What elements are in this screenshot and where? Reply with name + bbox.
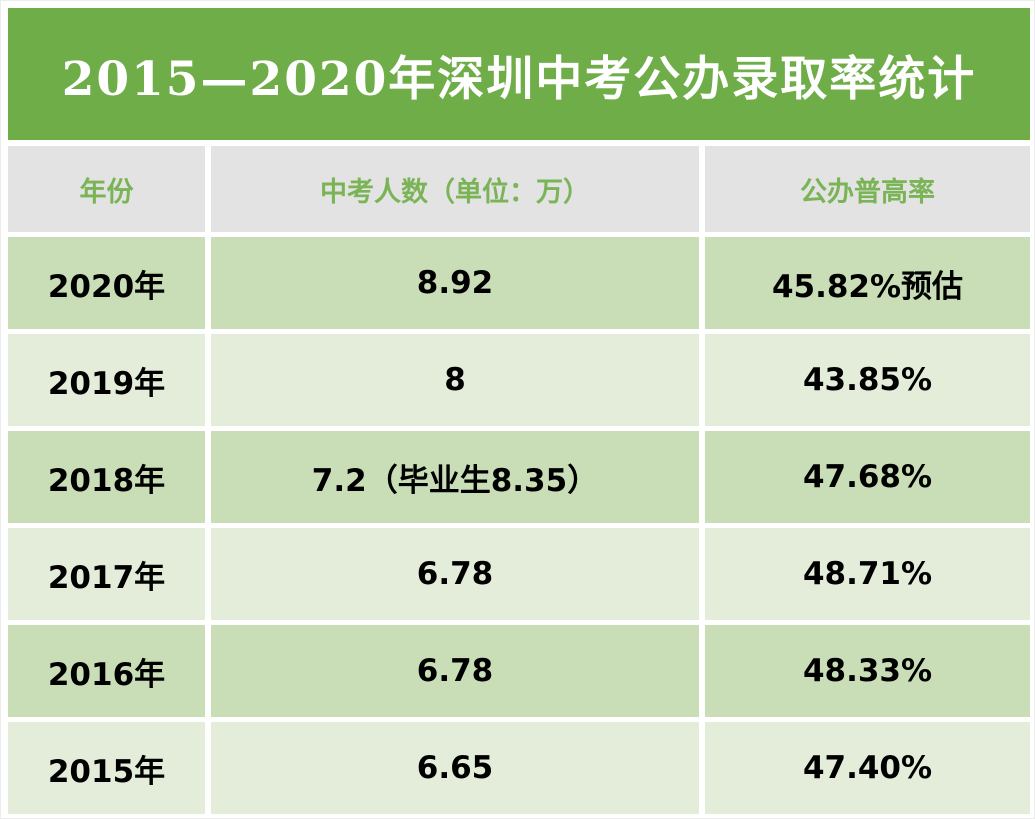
year-cell: 2016年 — [8, 625, 205, 717]
year-cell: 2015年 — [8, 722, 205, 814]
column-header-rate: 公办普高率 — [705, 146, 1030, 232]
rate-cell: 47.40% — [705, 722, 1030, 814]
data-table: 年份 中考人数（单位：万） 公办普高率 2020年 8.92 45.82%预估 … — [8, 146, 1030, 814]
rate-cell: 47.68% — [705, 431, 1030, 523]
count-cell: 7.2（毕业生8.35） — [211, 431, 699, 523]
year-cell: 2017年 — [8, 528, 205, 620]
page-title: 2015—2020年深圳中考公办录取率统计 — [61, 51, 977, 107]
count-cell: 8 — [211, 334, 699, 426]
title-banner: 2015—2020年深圳中考公办录取率统计 — [8, 8, 1030, 140]
column-header-year: 年份 — [8, 146, 205, 232]
rate-cell: 43.85% — [705, 334, 1030, 426]
year-cell: 2020年 — [8, 237, 205, 329]
year-cell: 2019年 — [8, 334, 205, 426]
count-cell: 8.92 — [211, 237, 699, 329]
rate-cell: 48.71% — [705, 528, 1030, 620]
count-cell: 6.78 — [211, 625, 699, 717]
year-cell: 2018年 — [8, 431, 205, 523]
count-cell: 6.65 — [211, 722, 699, 814]
count-cell: 6.78 — [211, 528, 699, 620]
rate-cell: 45.82%预估 — [705, 237, 1030, 329]
column-header-count: 中考人数（单位：万） — [211, 146, 699, 232]
rate-cell: 48.33% — [705, 625, 1030, 717]
